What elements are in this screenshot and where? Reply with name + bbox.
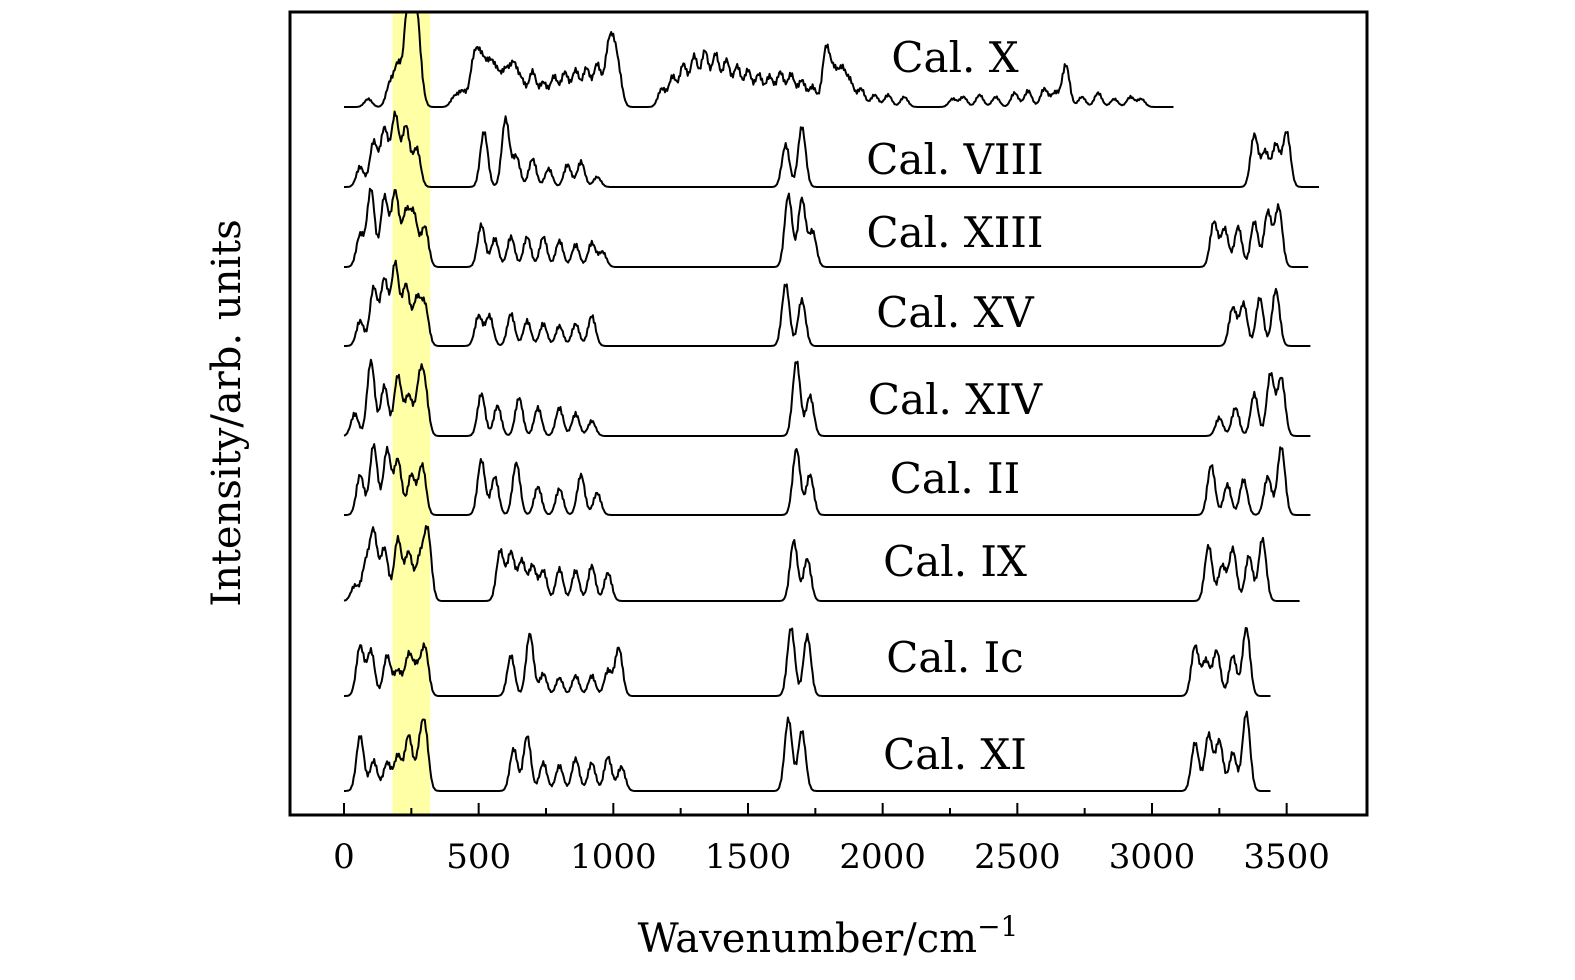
x-tick-label: 1000 [570, 837, 657, 877]
x-tick-label: 500 [446, 837, 511, 877]
series-label: Cal. XIII [867, 208, 1044, 257]
x-axis-title-superscript: −1 [977, 910, 1018, 943]
spectrum-line [343, 525, 1300, 602]
spectrum-line [344, 627, 1271, 697]
series-label: Cal. II [890, 454, 1021, 503]
y-axis-title: Intensity/arb. units [204, 219, 250, 606]
x-tick-label: 2000 [839, 837, 926, 877]
highlight-band [392, 13, 431, 814]
x-tick-label: 3500 [1243, 837, 1330, 877]
spectrum-line [344, 187, 1309, 268]
spectrum-line [344, 11, 1174, 108]
spectrum-line [344, 710, 1271, 792]
spectrum-line [344, 259, 1311, 347]
x-tick-label: 3000 [1109, 837, 1196, 877]
series-label: Cal. X [891, 33, 1018, 82]
x-tick-label: 2500 [974, 837, 1061, 877]
series-label: Cal. XI [883, 730, 1027, 779]
series-label: Cal. IX [883, 537, 1027, 586]
series-label: Cal. VIII [866, 135, 1043, 184]
series-label: Cal. XV [876, 288, 1034, 337]
spectrum-line [344, 443, 1311, 516]
spectrum-line [343, 358, 1311, 437]
series-label: Cal. XIV [868, 375, 1043, 424]
x-axis-ticks: 0 500 1000 1500 2000 2500 3000 3500 [333, 803, 1330, 877]
x-tick-label: 1500 [705, 837, 792, 877]
plot-frame [288, 10, 1369, 817]
series-label-layer: Cal. X Cal. VIII Cal. XIII Cal. XV Cal. XIV C… [866, 33, 1043, 779]
x-axis-title: Wavenumber/cm−1 [638, 910, 1019, 962]
spectrum-line [344, 110, 1319, 188]
series-label: Cal. Ic [886, 633, 1023, 682]
x-tick-label: 0 [333, 837, 355, 877]
series-layer [343, 11, 1319, 792]
